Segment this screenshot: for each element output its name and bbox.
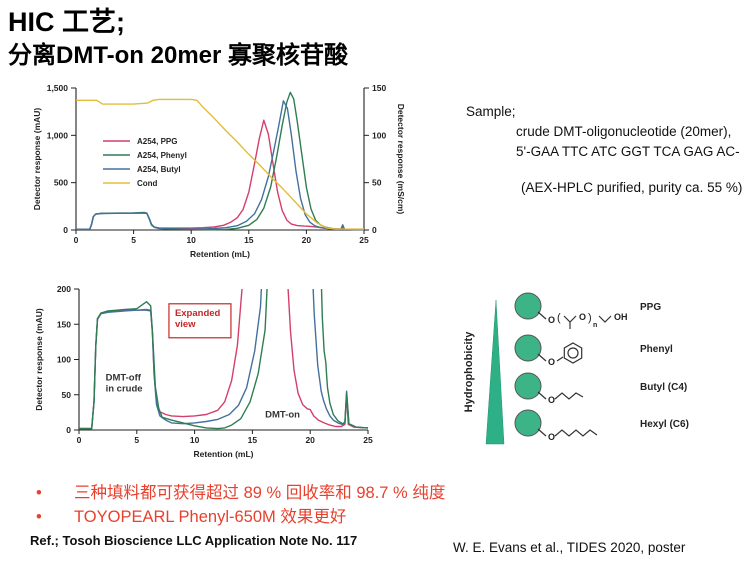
y-tick-left-label: 150 (57, 319, 71, 329)
y-tick-left-label: 500 (54, 178, 68, 188)
series-a254-phenyl (79, 289, 369, 430)
y-tick-left-label: 1,000 (47, 130, 69, 140)
bullet-text: TOYOPEARL Phenyl-650M 效果更好 (74, 508, 347, 526)
sample-line-purity: (AEX-HPLC purified, purity ca. 55 %) (521, 180, 743, 195)
x-axis-title: Retention (mL) (194, 449, 254, 459)
x-tick-label: 10 (186, 235, 196, 245)
paren-open: ( (557, 312, 561, 324)
top-chromatogram-chart: 0 5 10 15 20 2505001,0001,500050100150Retenti… (32, 85, 406, 259)
bond (537, 311, 547, 320)
ppg-chain (563, 315, 577, 329)
bullet-recovery-purity: • 三种填料都可获得超过 89 % 回收率和 98.7 % 纯度 (36, 481, 445, 505)
page-title: HIC 工艺; 分离DMT-on 20mer 寡聚核苷酸 (8, 6, 348, 71)
title-line-2: 分离DMT-on 20mer 寡聚核苷酸 (8, 41, 349, 69)
x-tick-label: 5 (131, 235, 136, 245)
atom-oh: OH (614, 312, 628, 322)
bond (537, 391, 547, 400)
series-a254-butyl (76, 100, 365, 231)
x-axis-title: Retention (mL) (190, 249, 250, 259)
hexyl-chain (554, 429, 598, 437)
hydrophobicity-wedge-icon (485, 299, 505, 445)
ligand-label-ppg: PPG (640, 302, 661, 313)
bond (556, 356, 564, 362)
reference-note: Ref.; Tosoh Bioscience LLC Application N… (30, 533, 358, 548)
y-axis-left-title: Detector response (mAU) (32, 108, 42, 211)
paren-close: ) (588, 312, 592, 324)
bullet-marker: • (36, 484, 42, 502)
butyl-chain (554, 392, 584, 400)
y-tick-right-label: 0 (372, 225, 377, 235)
annotation-box (168, 303, 232, 339)
resin-bead-icon (514, 372, 542, 400)
atom-o: O (548, 357, 555, 367)
resin-bead-icon (514, 409, 542, 437)
y-tick-left-label: 0 (63, 225, 68, 235)
sample-heading: Sample; (466, 104, 516, 119)
expanded-chromatogram-chart: 0 5 10 15 20 25 0 50 100 150 200 Retention (mL) Dete… (34, 284, 373, 459)
bond (537, 428, 547, 437)
legend-label: A254, Phenyl (137, 151, 187, 160)
y-tick-left-label: 100 (57, 355, 71, 365)
y-tick-left-label: 200 (57, 284, 71, 294)
y-tick-right-label: 100 (372, 130, 386, 140)
series-a254-phenyl (76, 91, 365, 231)
y-tick-left-label: 1,500 (47, 85, 69, 93)
hydrophobicity-label: Hydrophobicity (463, 331, 475, 413)
bond (537, 353, 547, 362)
bullet-marker: • (36, 508, 42, 526)
x-tick-label: 25 (363, 435, 373, 445)
x-tick-label: 20 (302, 235, 312, 245)
atom-o: O (548, 432, 555, 442)
ligand-row-hexyl: O Hexyl (C6) (514, 409, 689, 442)
resin-bead-icon (514, 334, 542, 362)
x-tick-label: 5 (134, 435, 139, 445)
atom-o: O (548, 315, 555, 325)
y-tick-left-label: 50 (62, 390, 72, 400)
y-axis-right-title: Detector response (mS/cm) (396, 104, 406, 215)
sample-line-crude: crude DMT-oligonucleotide (20mer), (516, 124, 732, 139)
ppg-tail (598, 315, 612, 323)
ligand-row-butyl: O Butyl (C4) (514, 372, 687, 405)
ligand-row-phenyl: O Phenyl (514, 334, 673, 367)
annotation-expanded: Expanded view (175, 308, 221, 330)
x-tick-label: 15 (244, 235, 254, 245)
annotation-dmt-off: DMT-off in crude (106, 373, 143, 395)
y-axis-left-title: Detector response (mAU) (34, 308, 44, 411)
ligand-label-phenyl: Phenyl (640, 344, 673, 355)
series-a254-butyl (79, 289, 369, 430)
legend-label: Cond (137, 179, 158, 188)
atom-o: O (579, 312, 586, 322)
atom-o: O (548, 395, 555, 405)
x-tick-label: 10 (190, 435, 200, 445)
x-tick-label: 15 (248, 435, 258, 445)
benzene-inner-circle (567, 347, 579, 359)
bullet-text: 三种填料都可获得超过 89 % 回收率和 98.7 % 纯度 (74, 484, 446, 502)
annotation-dmt-on: DMT-on (265, 409, 300, 420)
resin-bead-icon (514, 292, 542, 320)
conclusion-bullets: • 三种填料都可获得超过 89 % 回收率和 98.7 % 纯度 • TOYOP… (36, 481, 445, 529)
x-tick-label: 0 (77, 435, 82, 445)
title-line-1: HIC 工艺; (8, 7, 125, 37)
ligand-label-hexyl: Hexyl (C6) (640, 419, 689, 430)
subscript-n: n (593, 322, 597, 329)
y-tick-right-label: 50 (372, 178, 382, 188)
x-tick-label: 20 (305, 435, 315, 445)
series-cond (76, 98, 364, 230)
x-tick-label: 25 (359, 235, 369, 245)
bullet-phenyl-better: • TOYOPEARL Phenyl-650M 效果更好 (36, 505, 445, 529)
ligand-label-butyl: Butyl (C4) (640, 382, 687, 393)
sample-description: Sample; crude DMT-oligonucleotide (20mer… (466, 102, 742, 198)
y-tick-right-label: 150 (372, 85, 386, 93)
attribution-note: W. E. Evans et al., TIDES 2020, poster (453, 540, 686, 555)
x-tick-label: 0 (74, 235, 79, 245)
sample-line-sequence: 5'-GAA TTC ATC GGT TCA GAG AC- (516, 144, 740, 159)
legend-label: A254, PPG (137, 137, 177, 146)
benzene-ring-icon (563, 342, 583, 364)
legend-label: A254, Butyl (137, 165, 181, 174)
y-tick-left-label: 0 (66, 425, 71, 435)
ligand-row-ppg: O ( O ) n OH PPG (514, 292, 661, 329)
ligand-diagram: Hydrophobicity O ( O ) n OH PPG O Phenyl (463, 292, 689, 445)
